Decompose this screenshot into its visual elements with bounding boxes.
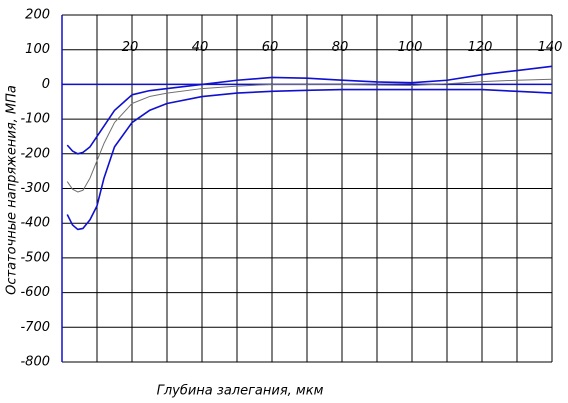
x-tick-label: 120 bbox=[468, 40, 493, 55]
x-tick-label: 100 bbox=[398, 40, 423, 55]
y-tick-label: -500 bbox=[20, 250, 50, 265]
x-axis-label: Глубина залегания, мкм bbox=[157, 384, 324, 399]
x-tick-label: 80 bbox=[332, 40, 349, 55]
y-tick-label: 100 bbox=[25, 42, 50, 57]
y-tick-label: -800 bbox=[20, 355, 50, 370]
y-tick-label: 200 bbox=[25, 8, 50, 23]
x-tick-label: 140 bbox=[538, 40, 563, 55]
y-tick-label: 0 bbox=[42, 77, 50, 92]
x-tick-label: 40 bbox=[192, 40, 209, 55]
y-tick-label: -100 bbox=[20, 112, 50, 127]
y-tick-label: -400 bbox=[20, 216, 50, 231]
y-tick-label: -700 bbox=[20, 320, 50, 335]
y-tick-label: -200 bbox=[20, 146, 50, 161]
series-line bbox=[66, 88, 553, 231]
series-line bbox=[66, 65, 553, 155]
x-tick-label: 60 bbox=[262, 40, 279, 55]
series-line bbox=[66, 78, 553, 193]
x-tick-label: 20 bbox=[122, 40, 139, 55]
y-tick-label: -600 bbox=[20, 285, 50, 300]
y-axis-label: Остаточные напряжения, МПа bbox=[5, 85, 20, 295]
y-tick-label: -300 bbox=[20, 181, 50, 196]
